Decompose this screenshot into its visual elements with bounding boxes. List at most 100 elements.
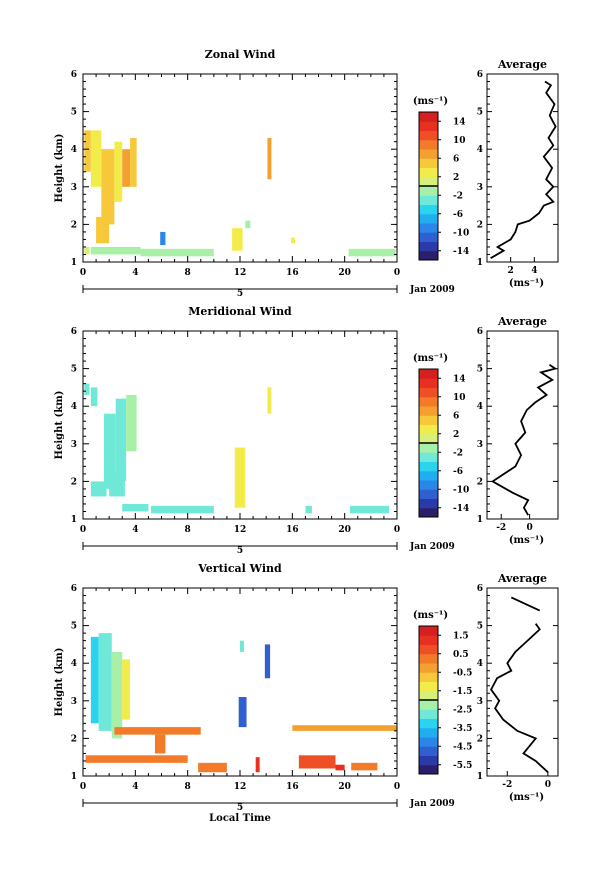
date-marker: 5 xyxy=(237,803,243,813)
profile-y-tick-label: 3 xyxy=(477,697,483,707)
colorbar-swatch xyxy=(419,167,438,178)
profile-x-tick-label: -2 xyxy=(502,780,512,790)
profile-title: Average xyxy=(497,572,547,585)
profile-y-tick-label: 3 xyxy=(477,440,483,450)
x-tick-label: 0 xyxy=(394,268,400,278)
profile-y-tick-label: 2 xyxy=(477,477,483,487)
x-tick-label: 0 xyxy=(80,525,86,535)
profile-y-tick-label: 6 xyxy=(477,70,483,80)
x-tick-label: 0 xyxy=(394,525,400,535)
y-tick-label: 2 xyxy=(71,734,77,744)
profile-line-upper xyxy=(510,596,541,612)
data-cell xyxy=(349,505,390,514)
colorbar-tick-label: -3.5 xyxy=(453,724,472,734)
profile-x-tick-label: 0 xyxy=(526,523,532,533)
vertical-cells xyxy=(85,633,397,773)
data-cell xyxy=(154,734,166,754)
colorbar-swatch xyxy=(419,121,438,131)
profile-y-tick-label: 4 xyxy=(477,659,483,669)
data-cell xyxy=(267,387,272,414)
colorbar-swatch xyxy=(419,378,438,388)
data-cell xyxy=(122,659,131,720)
meridional-cells xyxy=(84,383,390,514)
data-cell xyxy=(90,636,99,724)
colorbar-tick-label: -14 xyxy=(453,504,469,514)
colorbar-swatch xyxy=(419,480,438,490)
colorbar-tick-label: -14 xyxy=(453,247,469,257)
colorbar-swatch xyxy=(419,663,438,673)
colorbar-tick-label: 10 xyxy=(453,136,466,146)
profile-y-tick-label: 4 xyxy=(477,402,483,412)
date-marker: 5 xyxy=(237,546,243,556)
colorbar-tick-label: -6 xyxy=(453,467,463,477)
y-tick-label: 2 xyxy=(71,220,77,230)
meridional-ylabel: Height (km) xyxy=(54,391,65,460)
profile-y-tick-label: 1 xyxy=(477,258,483,268)
meridional-title: Meridional Wind xyxy=(188,305,292,318)
data-cell xyxy=(111,651,123,739)
data-cell xyxy=(126,394,137,452)
x-tick-label: 16 xyxy=(286,268,299,278)
data-cell xyxy=(101,149,115,225)
y-tick-label: 1 xyxy=(71,515,77,525)
profile-x-tick-label: 4 xyxy=(531,266,537,276)
colorbar-swatch xyxy=(419,387,438,398)
colorbar-tick-label: 6 xyxy=(453,154,459,164)
colorbar-swatch xyxy=(419,709,438,719)
data-cell xyxy=(90,481,107,497)
colorbar-swatch xyxy=(419,690,438,701)
data-cell xyxy=(122,503,149,512)
colorbar-tick-label: 14 xyxy=(453,117,466,127)
profile-y-tick-label: 1 xyxy=(477,772,483,782)
profile-xlabel: (ms⁻¹) xyxy=(509,535,544,546)
data-cell xyxy=(96,216,110,244)
x-tick-label: 8 xyxy=(185,268,191,278)
colorbar-swatch xyxy=(419,498,438,509)
data-cell xyxy=(298,755,336,769)
colorbar-tick-label: 14 xyxy=(453,374,466,384)
data-cell xyxy=(151,505,214,514)
colorbar-tick-label: -2.5 xyxy=(453,705,472,715)
vertical-ylabel: Height (km) xyxy=(54,648,65,717)
y-tick-label: 6 xyxy=(71,327,77,337)
data-cell xyxy=(198,762,227,773)
date-label: Jan 2009 xyxy=(409,542,455,552)
colorbar-tick-label: -10 xyxy=(453,485,469,495)
x-tick-label: 8 xyxy=(185,782,191,792)
profile-frame xyxy=(486,330,559,520)
x-tick-label: 0 xyxy=(80,782,86,792)
colorbar-swatch xyxy=(419,195,438,205)
date-label: Jan 2009 xyxy=(409,799,455,809)
x-tick-label: 4 xyxy=(132,268,138,278)
data-cell xyxy=(348,248,396,257)
y-tick-label: 3 xyxy=(71,183,77,193)
colorbar-swatch xyxy=(419,415,438,425)
colorbar-swatch xyxy=(419,369,438,379)
colorbar-swatch xyxy=(419,232,438,242)
x-tick-label: 16 xyxy=(286,525,299,535)
y-tick-label: 4 xyxy=(71,659,77,669)
colorbar-tick-label: -0.5 xyxy=(453,668,472,678)
x-axis-label: Local Time xyxy=(209,813,271,824)
profile-y-tick-label: 5 xyxy=(477,108,483,118)
data-cell xyxy=(267,137,272,180)
x-tick-label: 8 xyxy=(185,525,191,535)
y-tick-label: 1 xyxy=(71,772,77,782)
x-tick-label: 12 xyxy=(234,268,247,278)
colorbar-tick-label: -2 xyxy=(453,191,463,201)
y-tick-label: 1 xyxy=(71,258,77,268)
x-tick-label: 0 xyxy=(394,782,400,792)
colorbar-swatch xyxy=(419,452,438,462)
data-cell xyxy=(90,130,102,187)
data-cell xyxy=(84,383,90,395)
data-cell xyxy=(240,640,244,652)
y-tick-label: 4 xyxy=(71,145,77,155)
y-tick-label: 2 xyxy=(71,477,77,487)
y-tick-label: 4 xyxy=(71,402,77,412)
profile-xlabel: (ms⁻¹) xyxy=(509,792,544,803)
colorbar-swatch xyxy=(419,755,438,766)
x-tick-label: 12 xyxy=(234,782,247,792)
